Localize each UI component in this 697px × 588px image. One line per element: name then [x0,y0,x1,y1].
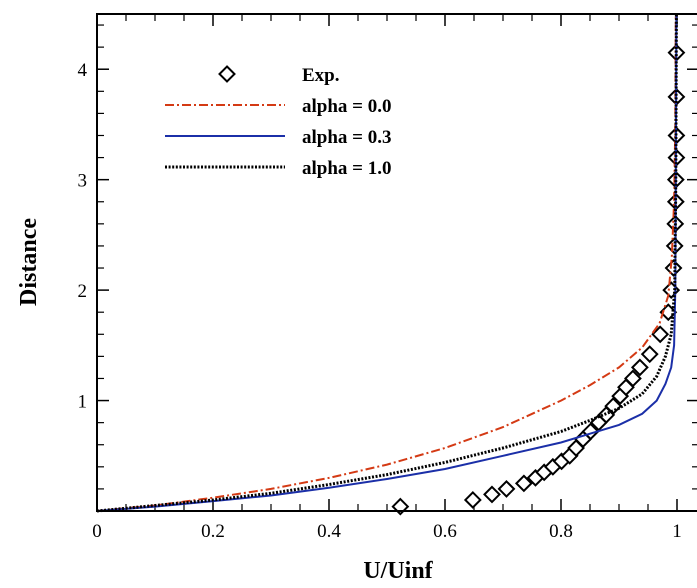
series-1-line [96,13,677,512]
x-tick-label: 1 [672,521,682,542]
series-2-line [96,13,678,512]
y-tick-label: 2 [78,281,88,302]
exp-data-point [624,369,642,388]
y-tick-label: 1 [78,392,88,413]
x-axis-title: U/Uinf [363,558,433,584]
exp-data-point [483,485,501,504]
exp-data-point [630,358,649,377]
x-tick-label: 0.2 [201,521,225,542]
exp-data-point [604,397,623,415]
exp-data-point [640,345,659,364]
legend-label: Exp. [302,65,340,86]
x-tick-label: 0.6 [433,521,457,542]
exp-data-point [497,479,516,498]
y-tick-label: 3 [78,171,88,192]
exp-data-point [463,491,482,509]
legend-label: alpha = 0.0 [302,96,392,117]
legend-marker-exp [218,65,236,83]
series-3-line [96,13,678,513]
plot-frame [96,13,697,512]
series-layer [96,13,686,516]
exp-data-point [662,281,681,300]
y-tick-label: 4 [78,60,88,81]
x-tick-label: 0 [92,521,102,542]
x-tick-label: 0.4 [317,521,341,542]
legend-label: alpha = 1.0 [302,158,392,179]
exp-data-point [514,474,533,493]
legend-label: alpha = 0.3 [302,127,392,148]
x-tick-label: 0.8 [549,521,573,542]
tick-marks [96,14,697,511]
legend: Exp. alpha = 0.0 alpha = 0.3 alpha = 1.0 [165,65,392,179]
tick-labels: 0 0.2 0.4 0.6 0.8 1 1 2 3 4 [78,60,682,542]
exp-data-point [651,325,670,344]
y-axis-title: Distance [16,218,42,306]
